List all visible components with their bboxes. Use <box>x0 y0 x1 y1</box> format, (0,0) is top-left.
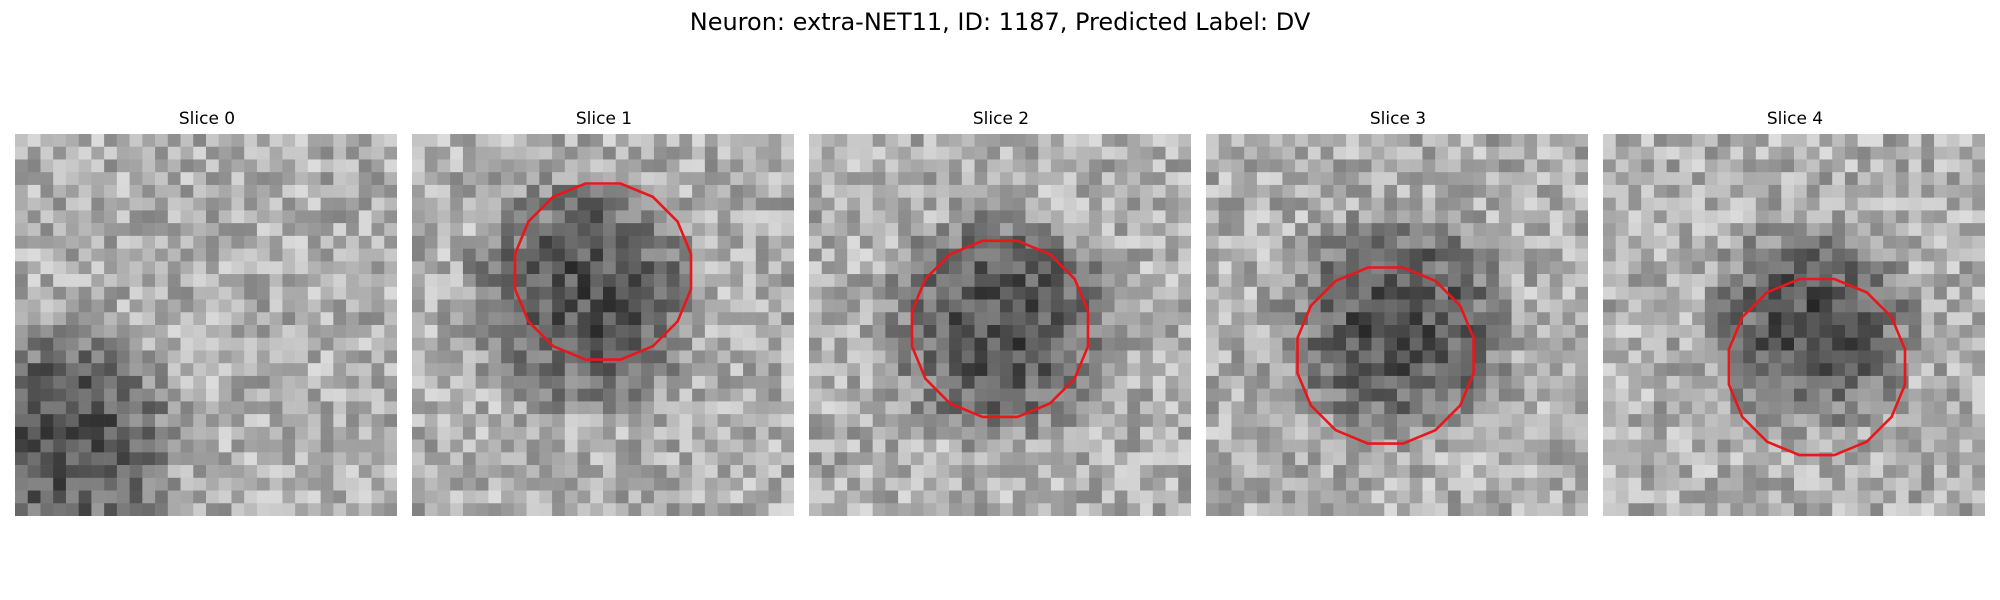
slice-image <box>1603 134 1985 516</box>
roi-outline <box>910 239 1090 419</box>
slice-title: Slice 0 <box>178 109 236 129</box>
slice-title: Slice 4 <box>1766 109 1824 129</box>
slice-image <box>809 134 1191 516</box>
slice-image <box>1206 134 1588 516</box>
figure-title: Neuron: extra-NET11, ID: 1187, Predicted… <box>689 8 1311 36</box>
roi-outline <box>513 182 693 361</box>
slice-title: Slice 2 <box>972 109 1030 129</box>
roi-outline <box>1296 266 1475 445</box>
slice-image <box>15 134 397 516</box>
slice-title: Slice 1 <box>575 109 633 129</box>
roi-outline <box>1727 277 1907 457</box>
slice-image <box>412 134 794 516</box>
slice-title: Slice 3 <box>1369 109 1427 129</box>
